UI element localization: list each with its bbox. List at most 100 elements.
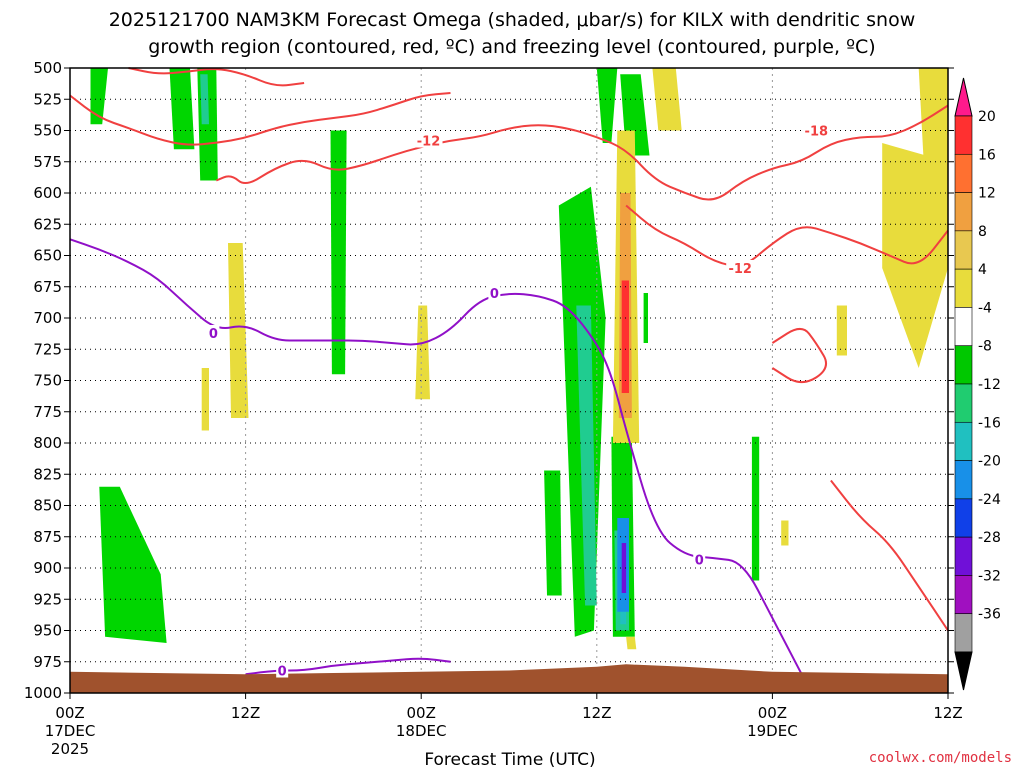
y-tick-label-825: 825 xyxy=(33,465,62,483)
contour-label-2: -12 xyxy=(728,262,752,277)
contour-label-bg-6 xyxy=(693,551,706,567)
colorbar-label-9: -20 xyxy=(978,454,1001,470)
y-tick-label-600: 600 xyxy=(33,184,62,202)
contour-label-4: 0 xyxy=(209,327,218,342)
terrain-surface xyxy=(70,664,948,693)
x-tick-label-2: 00Z xyxy=(407,704,436,722)
colorbar-label-5: -4 xyxy=(978,300,992,316)
contour-label-bg-4 xyxy=(207,325,220,340)
omega-shade-region-3 xyxy=(200,74,209,125)
contour-label-3: 0 xyxy=(490,287,499,302)
colorbar-label-1: 16 xyxy=(978,147,996,163)
contour-label-bg-2 xyxy=(726,260,755,275)
y-tick-label-1000: 1000 xyxy=(24,684,62,702)
purple-contour-1 xyxy=(245,657,451,676)
y-tick-label-800: 800 xyxy=(33,434,62,452)
colorbar-label-12: -32 xyxy=(978,568,1001,584)
red-contour-5 xyxy=(128,67,305,87)
colorbar-top-arrow xyxy=(954,77,973,117)
omega-shade-region-21 xyxy=(621,280,629,393)
y-tick-label-875: 875 xyxy=(33,528,62,546)
red-contour-4 xyxy=(830,479,949,632)
grid-layer xyxy=(70,68,948,693)
colorbar-segment-4 xyxy=(954,268,973,308)
x-tick-date-0: 17DEC xyxy=(45,722,96,740)
contour-label-6: 0 xyxy=(695,553,704,568)
plot-area: -12 -18 -12 0 0 0 0 xyxy=(69,67,949,694)
terrain-fill xyxy=(70,664,948,693)
x-tick-label-4: 00Z xyxy=(758,704,787,722)
y-tick-label-925: 925 xyxy=(33,590,62,608)
y-tick-label-725: 725 xyxy=(33,340,62,358)
colorbar-segment-11 xyxy=(954,536,973,576)
colorbar-segment-0 xyxy=(954,115,973,155)
colorbar-segment-8 xyxy=(954,421,973,461)
colorbar-segment-5 xyxy=(954,307,973,347)
colorbar-label-11: -28 xyxy=(978,530,1001,546)
freezing-level-contours xyxy=(69,238,803,676)
x-tick-label-1: 12Z xyxy=(231,704,260,722)
colorbar-bottom-arrow xyxy=(954,651,973,691)
colorbar-segment-12 xyxy=(954,575,973,615)
colorbar-label-10: -24 xyxy=(978,492,1001,508)
dendritic-growth-contours xyxy=(69,67,949,632)
x-tick-label-0: 00Z xyxy=(55,704,84,722)
x-tick-date-2: 18DEC xyxy=(396,722,447,740)
contour-label-5: 0 xyxy=(278,665,287,680)
red-contour-3 xyxy=(771,327,827,384)
contour-labels: -12 -18 -12 0 0 0 0 xyxy=(207,122,831,680)
x-tick-year-0: 2025 xyxy=(51,740,89,758)
contour-label-bg-1 xyxy=(802,122,831,138)
x-tick-date-4: 19DEC xyxy=(747,722,798,740)
colorbar-label-13: -36 xyxy=(978,607,1001,623)
omega-shade-region-27 xyxy=(781,520,789,546)
colorbar: 20 16 12 8 4 -4 -8 -12 -16 -20 -24 -28 -32 -36 xyxy=(954,77,1001,691)
omega-shade-region-4 xyxy=(330,130,347,375)
colorbar-label-0: 20 xyxy=(978,109,996,125)
colorbar-segment-3 xyxy=(954,230,973,270)
y-tick-label-775: 775 xyxy=(33,403,62,421)
y-tick-label-850: 850 xyxy=(33,497,62,515)
red-contour-2 xyxy=(625,204,949,267)
omega-shading-layer xyxy=(90,68,948,650)
contour-label-0: -12 xyxy=(417,135,441,150)
omega-shade-region-9 xyxy=(544,470,562,596)
colorbar-label-4: 4 xyxy=(978,262,987,278)
red-contour-1 xyxy=(215,104,949,201)
omega-shade-region-24 xyxy=(228,243,249,418)
y-tick-label-900: 900 xyxy=(33,559,62,577)
chart-title-line1: 2025121700 NAM3KM Forecast Omega (shaded… xyxy=(109,9,916,31)
colorbar-segment-6 xyxy=(954,345,973,385)
x-axis-label: Forecast Time (UTC) xyxy=(424,750,595,768)
y-tick-label-675: 675 xyxy=(33,278,62,296)
chart-title-line2: growth region (contoured, red, ºC) and f… xyxy=(148,36,875,58)
colorbar-label-7: -12 xyxy=(978,377,1001,393)
omega-shade-region-1 xyxy=(169,68,195,150)
y-tick-label-950: 950 xyxy=(33,622,62,640)
x-tick-label-5: 12Z xyxy=(933,704,962,722)
contour-label-bg-0 xyxy=(414,132,443,148)
x-tick-label-3: 12Z xyxy=(582,704,611,722)
colorbar-segment-13 xyxy=(954,613,973,653)
omega-shade-region-5 xyxy=(596,68,618,143)
omega-shade-region-28 xyxy=(201,368,209,431)
red-contour-0 xyxy=(69,92,451,146)
y-tick-label-525: 525 xyxy=(33,90,62,108)
contour-label-1: -18 xyxy=(805,125,829,140)
purple-contour-0 xyxy=(69,238,803,675)
omega-shade-region-18 xyxy=(652,68,682,131)
y-tick-label-650: 650 xyxy=(33,247,62,265)
colorbar-segment-9 xyxy=(954,460,973,500)
contour-label-bg-5 xyxy=(276,662,289,678)
y-tick-label-625: 625 xyxy=(33,215,62,233)
colorbar-label-2: 12 xyxy=(978,186,996,202)
omega-shade-region-25 xyxy=(415,305,430,400)
omega-shade-region-14 xyxy=(621,543,627,593)
omega-shade-region-29 xyxy=(626,636,637,650)
omega-shade-region-8 xyxy=(576,305,597,606)
omega-shade-region-16 xyxy=(751,436,760,581)
y-tick-label-550: 550 xyxy=(33,122,62,140)
colorbar-label-3: 8 xyxy=(978,224,987,240)
